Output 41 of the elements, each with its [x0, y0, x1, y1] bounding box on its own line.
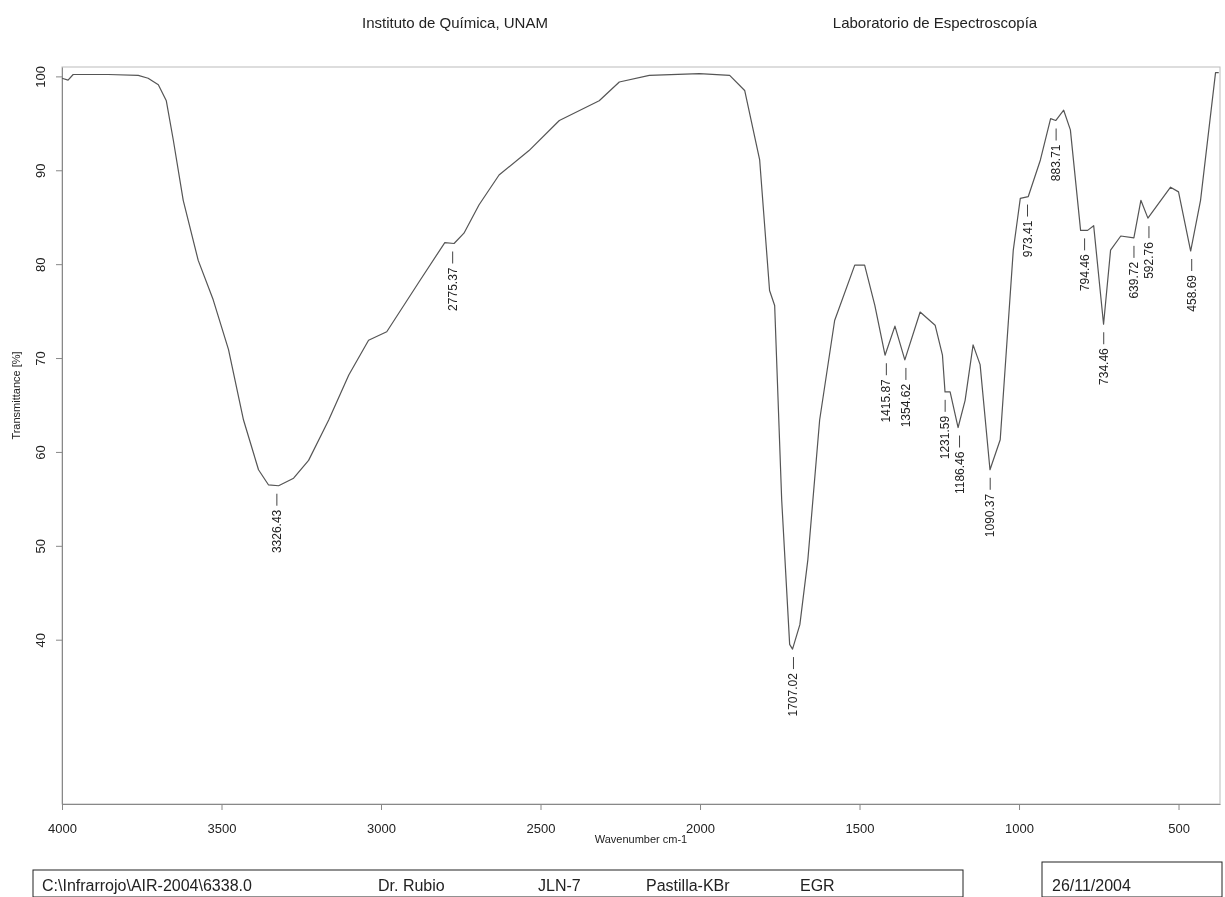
- annotation: 1354.62: [898, 383, 913, 428]
- annotation: 973.41: [1020, 220, 1035, 258]
- y-tick-label: 80: [32, 257, 48, 272]
- y-tick-label: 70: [32, 351, 48, 366]
- x-axis-title: Wavenumber cm-1: [594, 833, 688, 845]
- annotation: 883.71: [1049, 144, 1064, 182]
- annotation: 1231.59: [938, 415, 953, 460]
- chart-title: Instituto de Química, UNAM: [362, 14, 548, 31]
- annotation: 734.46: [1096, 347, 1111, 385]
- x-tick-label: 500: [1168, 820, 1190, 836]
- x-tick-label: 4000: [48, 820, 77, 836]
- chart-subtitle: Laboratorio de Espectroscopía: [832, 14, 1038, 31]
- text: 26/11/2004: [1052, 877, 1131, 894]
- y-tick-label: 90: [32, 163, 48, 179]
- text: C:\Infrarrojo\AIR-2004\6338.0: [42, 877, 252, 894]
- annotation: 3326.43: [269, 509, 284, 554]
- x-tick-label: 3500: [207, 820, 237, 836]
- annotation: 794.46: [1077, 254, 1092, 292]
- x-tick-label: 1500: [845, 820, 875, 836]
- text: Pastilla-KBr: [646, 877, 731, 894]
- x-tick-label: 2500: [526, 820, 556, 836]
- y-tick-label: 100: [32, 66, 48, 88]
- annotation: 592.76: [1141, 241, 1156, 279]
- annotation: 1415.87: [879, 378, 894, 423]
- y-axis-title: Transmittance [%]: [10, 351, 22, 440]
- x-tick-label: 1000: [1005, 820, 1034, 836]
- x-tick-label: 3000: [367, 820, 396, 836]
- text: Dr. Rubio: [378, 877, 445, 894]
- annotation: 1090.37: [983, 493, 998, 538]
- y-tick-label: 40: [32, 632, 48, 648]
- annotation: 639.72: [1126, 261, 1141, 299]
- line-series: [61, 72, 1220, 650]
- annotation: 1707.02: [786, 672, 801, 717]
- text: EGR: [800, 877, 835, 894]
- annotation: 1186.46: [952, 451, 967, 495]
- y-tick-label: 50: [32, 539, 48, 554]
- x-tick-label: 2000: [686, 820, 715, 836]
- annotation: 458.69: [1184, 274, 1199, 312]
- y-tick-label: 60: [32, 445, 48, 460]
- text: JLN-7: [538, 877, 581, 894]
- annotation: 2775.37: [445, 267, 460, 311]
